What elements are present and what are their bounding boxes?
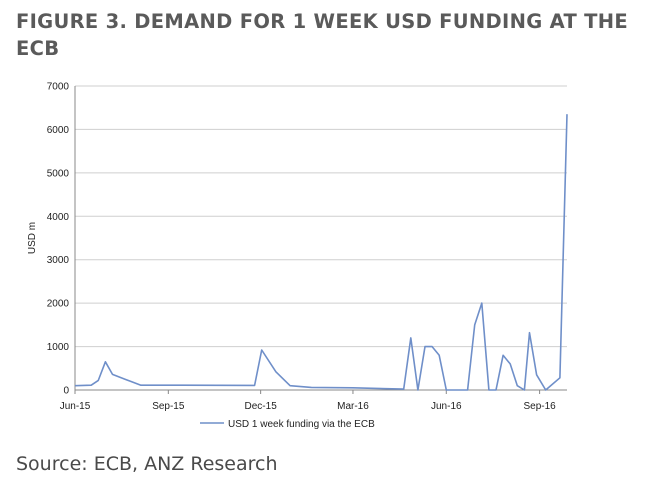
x-tick-label: Jun-16 bbox=[431, 401, 462, 412]
series-line bbox=[74, 114, 568, 391]
x-tick-label: Sep-16 bbox=[523, 401, 556, 412]
x-tick-label: Mar-16 bbox=[337, 401, 369, 412]
x-tick-label: Dec-15 bbox=[245, 401, 278, 412]
y-tick-label: 3000 bbox=[47, 255, 70, 266]
x-tick-labels: Jun-15 Sep-15 Dec-15 Mar-16 Jun-16 Sep-16 bbox=[60, 401, 556, 412]
y-tick-label: 6000 bbox=[47, 125, 70, 136]
chart-title: FIGURE 3. DEMAND FOR 1 WEEK USD FUNDING … bbox=[16, 10, 629, 60]
y-axis-label: USD m bbox=[27, 222, 38, 254]
y-tick-label: 5000 bbox=[47, 168, 70, 179]
source-note: Source: ECB, ANZ Research bbox=[16, 453, 278, 475]
x-tick-label: Jun-15 bbox=[60, 401, 91, 412]
y-tick-label: 4000 bbox=[47, 212, 70, 223]
legend: USD 1 week funding via the ECB bbox=[200, 419, 375, 430]
line-chart: 0 1000 2000 3000 4000 5000 6000 7000 Jun-15 Sep-… bbox=[27, 82, 568, 430]
y-tick-label: 2000 bbox=[47, 299, 70, 310]
y-tick-label: 7000 bbox=[47, 82, 70, 93]
x-tick-label: Sep-15 bbox=[152, 401, 185, 412]
y-tick-label: 0 bbox=[63, 386, 69, 397]
y-tick-labels: 0 1000 2000 3000 4000 5000 6000 7000 bbox=[47, 82, 70, 397]
axes bbox=[74, 86, 567, 394]
gridlines bbox=[75, 85, 567, 348]
series-lines bbox=[74, 114, 568, 391]
y-tick-label: 1000 bbox=[47, 342, 70, 353]
legend-label: USD 1 week funding via the ECB bbox=[228, 419, 375, 430]
